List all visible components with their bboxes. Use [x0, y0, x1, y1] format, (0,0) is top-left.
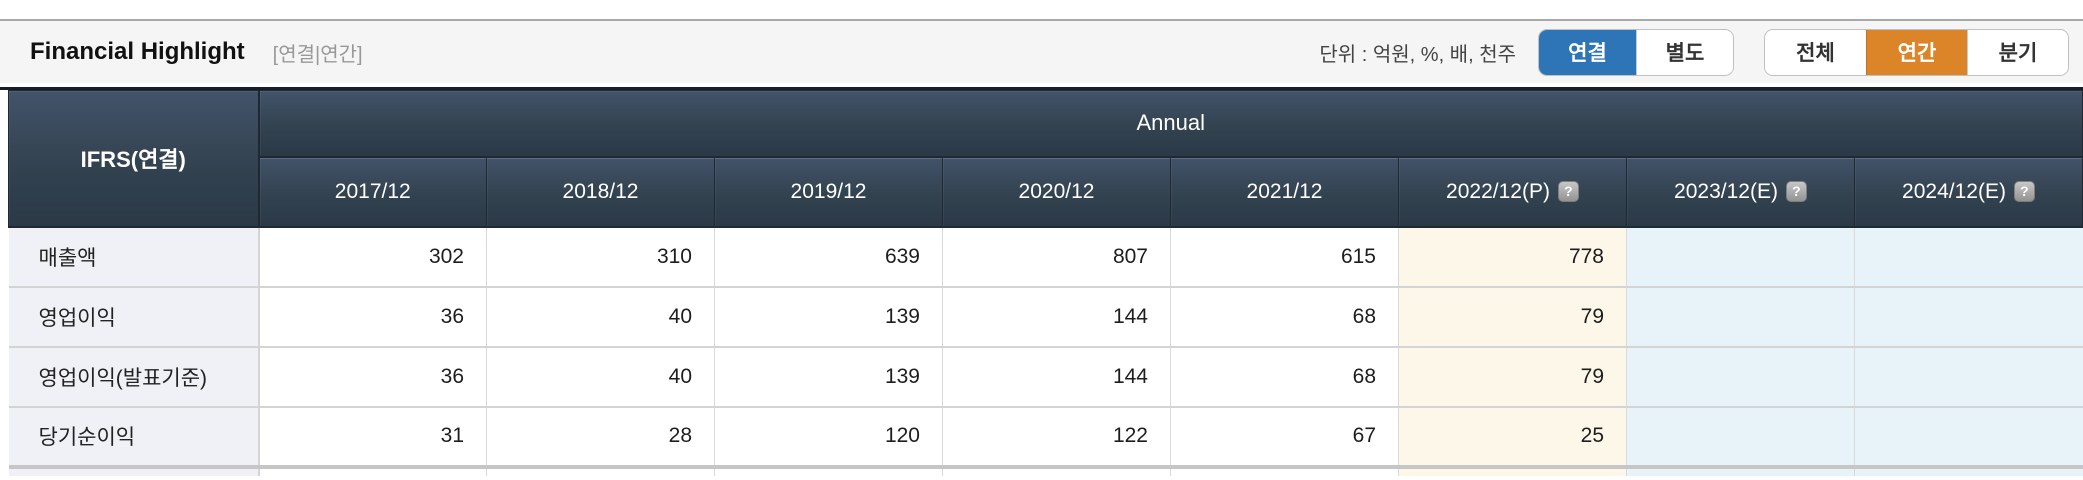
- cell: 139: [714, 286, 943, 348]
- cell-estimate: [1854, 286, 2083, 348]
- cell: 310: [486, 226, 715, 288]
- cell-estimate: [1626, 466, 1855, 476]
- corner-header: IFRS(연결): [8, 90, 260, 228]
- help-icon[interactable]: ?: [1785, 180, 1807, 202]
- cell-estimate: [1626, 226, 1855, 288]
- page-title: Financial Highlight: [30, 38, 245, 65]
- row-label: 영업이익(발표기준): [8, 346, 260, 408]
- toggle-consolidated: 연결 별도: [1538, 28, 1734, 76]
- table-row-operating-profit-announced: 영업이익(발표기준) 36 40 139 144 68 79: [8, 346, 2083, 408]
- cell-provisional: 25: [1398, 406, 1627, 469]
- cell: 807: [942, 226, 1171, 288]
- page-subtitle: [연결|연간]: [272, 43, 363, 66]
- col-header-label: 2022/12(P): [1446, 179, 1550, 203]
- col-header-2017: 2017/12: [258, 156, 487, 228]
- col-header-label: 2019/12: [790, 179, 867, 203]
- cell: 139: [714, 346, 943, 408]
- cell-estimate: [1854, 346, 2083, 408]
- cell: 615: [1170, 226, 1399, 288]
- cell: 120: [714, 406, 943, 469]
- row-label: 매출액: [8, 226, 260, 288]
- financial-table-wrap: IFRS(연결) Annual 2017/12 2018/12 2019/12 …: [0, 87, 2083, 476]
- cell: 144: [942, 346, 1171, 408]
- row-label: 영업이익: [8, 286, 260, 348]
- cell-estimate: [1626, 406, 1855, 469]
- cell: 122: [942, 406, 1171, 469]
- cell-provisional: 79: [1398, 286, 1627, 348]
- quarterly-button[interactable]: 분기: [1967, 29, 2068, 75]
- cell: 40: [486, 346, 715, 408]
- cell: 36: [258, 286, 487, 348]
- cell: 36: [258, 346, 487, 408]
- cell-estimate: [1854, 406, 2083, 469]
- col-header-2020: 2020/12: [942, 156, 1171, 228]
- toggle-period: 전체 연간 분기: [1764, 28, 2069, 76]
- titlebar: Financial Highlight [연결|연간] 단위 : 억원, %, …: [0, 19, 2083, 83]
- cell: 68: [1170, 346, 1399, 408]
- cell: 144: [942, 286, 1171, 348]
- row-label: [8, 466, 260, 476]
- cell-estimate: [1626, 286, 1855, 348]
- separate-button[interactable]: 별도: [1636, 29, 1733, 75]
- table-row-revenue: 매출액 302 310 639 807 615 778: [8, 226, 2083, 288]
- consolidated-button[interactable]: 연결: [1539, 29, 1636, 75]
- col-header-2021: 2021/12: [1170, 156, 1399, 228]
- col-header-label: 2017/12: [334, 179, 411, 203]
- col-header-2019: 2019/12: [714, 156, 943, 228]
- col-header-2018: 2018/12: [486, 156, 715, 228]
- col-header-2024-estimate: 2024/12(E)?: [1854, 156, 2083, 228]
- cell: [942, 466, 1171, 476]
- col-header-2022-provisional: 2022/12(P)?: [1398, 156, 1627, 228]
- all-period-button[interactable]: 전체: [1765, 29, 1866, 75]
- cell-provisional: 79: [1398, 346, 1627, 408]
- cell: [486, 466, 715, 476]
- cell: 302: [258, 226, 487, 288]
- help-icon[interactable]: ?: [1557, 180, 1579, 202]
- cell: 31: [258, 406, 487, 469]
- cell: [714, 466, 943, 476]
- table-row-partial: [8, 466, 2083, 476]
- row-label: 당기순이익: [8, 406, 260, 469]
- cell: [1170, 466, 1399, 476]
- col-header-label: 2021/12: [1246, 179, 1323, 203]
- cell: 67: [1170, 406, 1399, 469]
- cell: [258, 466, 487, 476]
- cell: 40: [486, 286, 715, 348]
- cell: 28: [486, 406, 715, 469]
- col-header-label: 2020/12: [1018, 179, 1095, 203]
- help-icon[interactable]: ?: [2013, 180, 2035, 202]
- cell-provisional: [1398, 466, 1627, 476]
- table-row-operating-profit: 영업이익 36 40 139 144 68 79: [8, 286, 2083, 348]
- unit-label: 단위 : 억원, %, 배, 천주: [1319, 43, 1516, 66]
- annual-group-header: Annual: [258, 90, 2083, 158]
- annual-button[interactable]: 연간: [1866, 29, 1967, 75]
- titlebar-controls: 단위 : 억원, %, 배, 천주 연결 별도 전체 연간 분기: [1319, 28, 2069, 76]
- cell-provisional: 778: [1398, 226, 1627, 288]
- cell: 639: [714, 226, 943, 288]
- table-row-net-profit: 당기순이익 31 28 120 122 67 25: [8, 406, 2083, 469]
- col-header-label: 2023/12(E): [1674, 179, 1778, 203]
- cell-estimate: [1854, 226, 2083, 288]
- cell-estimate: [1626, 346, 1855, 408]
- col-header-2023-estimate: 2023/12(E)?: [1626, 156, 1855, 228]
- financial-highlight-table: IFRS(연결) Annual 2017/12 2018/12 2019/12 …: [8, 90, 2083, 476]
- cell: 68: [1170, 286, 1399, 348]
- header-row-years: 2017/12 2018/12 2019/12 2020/12 2021/12 …: [9, 156, 2083, 228]
- header-row-group: IFRS(연결) Annual: [8, 90, 2083, 228]
- col-header-label: 2018/12: [562, 179, 639, 203]
- col-header-label: 2024/12(E): [1902, 179, 2006, 203]
- cell-estimate: [1854, 466, 2083, 476]
